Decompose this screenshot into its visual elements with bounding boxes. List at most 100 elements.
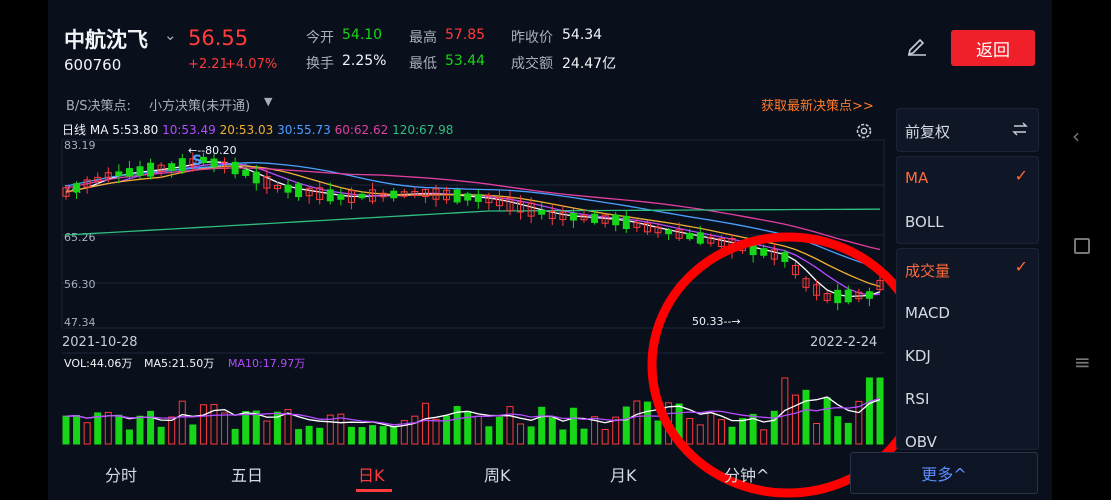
- candle: [622, 215, 630, 230]
- candle: [115, 171, 123, 176]
- candle: [834, 289, 842, 304]
- switch-icon[interactable]: [1010, 119, 1030, 143]
- amount-label: 成交额: [511, 56, 553, 72]
- volume-bar: [760, 429, 768, 445]
- candle: [221, 161, 229, 169]
- adjust-card[interactable]: 前复权: [896, 108, 1039, 152]
- volume-bar: [379, 426, 387, 445]
- tab-monthly-k[interactable]: 月K: [610, 466, 637, 485]
- candle: [654, 226, 662, 234]
- amount-value: 24.47亿: [562, 56, 617, 72]
- indicator-obv[interactable]: OBV: [905, 433, 937, 451]
- candle: [760, 248, 768, 256]
- candle: [675, 229, 683, 239]
- candle: [347, 190, 355, 203]
- candle: [432, 188, 440, 200]
- volume-bar: [717, 419, 725, 445]
- candle: [474, 194, 482, 202]
- vol-ma10-line: [65, 397, 881, 426]
- volume-bar: [83, 422, 91, 445]
- candle: [94, 176, 102, 182]
- tab-minute[interactable]: 分钟^: [724, 466, 770, 485]
- candle: [136, 166, 144, 176]
- volume-bar: [390, 426, 398, 445]
- candle: [612, 214, 620, 226]
- indicator-card: MA ✓ BOLL: [896, 156, 1039, 244]
- indicator-volume[interactable]: 成交量: [905, 262, 951, 280]
- sub-indicator-card: 成交量 ✓ MACD KDJ RSI OBV: [896, 248, 1039, 451]
- get-strategy-link[interactable]: 获取最新决策点>>: [761, 99, 874, 114]
- stock-name: 中航沈飞: [64, 28, 148, 52]
- candle: [855, 291, 863, 300]
- volume-bar: [242, 411, 250, 445]
- volume-bar: [136, 415, 144, 445]
- indicator-macd[interactable]: MACD: [905, 304, 950, 322]
- indicator-boll[interactable]: BOLL: [905, 213, 944, 231]
- candle: [62, 187, 70, 197]
- recents-nav-icon[interactable]: ≡: [1074, 350, 1091, 374]
- volume-bar: [569, 407, 577, 445]
- tab-five-day[interactable]: 五日: [231, 466, 264, 485]
- candle: [231, 161, 239, 175]
- indicator-ma[interactable]: MA: [905, 169, 929, 187]
- tab-daily-k[interactable]: 日K: [358, 466, 385, 485]
- chart-settings-gear-icon[interactable]: [854, 121, 874, 145]
- indicator-kdj[interactable]: KDJ: [905, 347, 931, 365]
- candle: [83, 179, 91, 188]
- volume-bar: [421, 402, 429, 445]
- vol-ma5-line: [65, 396, 881, 428]
- candle: [263, 175, 271, 189]
- candle: [379, 192, 387, 198]
- ma20-legend: 20:53.03: [219, 123, 274, 137]
- volume-bar: [199, 404, 207, 445]
- volume-bar: [326, 414, 334, 445]
- candle: [443, 189, 451, 201]
- back-nav-icon[interactable]: ‹: [1072, 124, 1080, 148]
- edit-icon[interactable]: [906, 34, 928, 60]
- home-nav-icon[interactable]: [1074, 238, 1090, 254]
- candle: [802, 278, 810, 288]
- high-marker: ←--80.20: [188, 144, 237, 157]
- stock-code: 600760: [64, 56, 122, 74]
- current-price: 56.55: [188, 26, 249, 50]
- strategy-dropdown-caret-icon[interactable]: ▼: [264, 95, 273, 108]
- candle: [633, 222, 641, 228]
- volume-bar: [62, 415, 70, 445]
- candle: [400, 191, 408, 197]
- candle: [527, 202, 535, 217]
- volume-bar: [696, 424, 704, 445]
- strategy-dropdown[interactable]: 小方决策(未开通): [149, 99, 251, 114]
- volume-bar: [876, 377, 884, 445]
- indicator-rsi[interactable]: RSI: [905, 390, 930, 408]
- tab-weekly-k[interactable]: 周K: [484, 466, 511, 485]
- volume-bar: [485, 426, 493, 445]
- stock-detail-screen: 中航沈飞 ⌄ 600760 56.55 +2.21 +4.07% 今开 54.1…: [48, 0, 1052, 500]
- candle: [548, 211, 556, 219]
- volume-bar: [221, 412, 229, 445]
- stock-switch-chevron-icon[interactable]: ⌄: [164, 26, 177, 44]
- candle: [421, 188, 429, 198]
- price-axis-label: 56.30: [64, 278, 96, 291]
- candle: [865, 291, 873, 299]
- volume-bar: [559, 429, 567, 445]
- candle: [707, 236, 715, 244]
- more-button[interactable]: 更多^: [850, 452, 1038, 494]
- vol-legend: VOL:44.06万: [64, 357, 132, 370]
- candle: [178, 158, 186, 172]
- adjust-option[interactable]: 前复权: [905, 123, 951, 141]
- sell-signal-marker[interactable]: S: [192, 153, 202, 169]
- candle: [305, 187, 313, 197]
- volume-bar: [464, 411, 472, 445]
- back-button[interactable]: 返回: [951, 30, 1035, 66]
- tab-intraday[interactable]: 分时: [105, 466, 138, 485]
- kline-chart[interactable]: 83.19 74. 65.26 56.30 47.34 ←--80.20 S 5…: [48, 135, 888, 450]
- candle: [273, 184, 281, 190]
- candle: [696, 232, 704, 244]
- volume-bar: [316, 427, 324, 445]
- volume-bar: [400, 420, 408, 445]
- candle: [73, 183, 81, 193]
- volume-bar: [147, 410, 155, 445]
- volume-bar: [855, 400, 863, 445]
- volume-bar: [580, 428, 588, 445]
- high-label: 最高: [409, 30, 437, 46]
